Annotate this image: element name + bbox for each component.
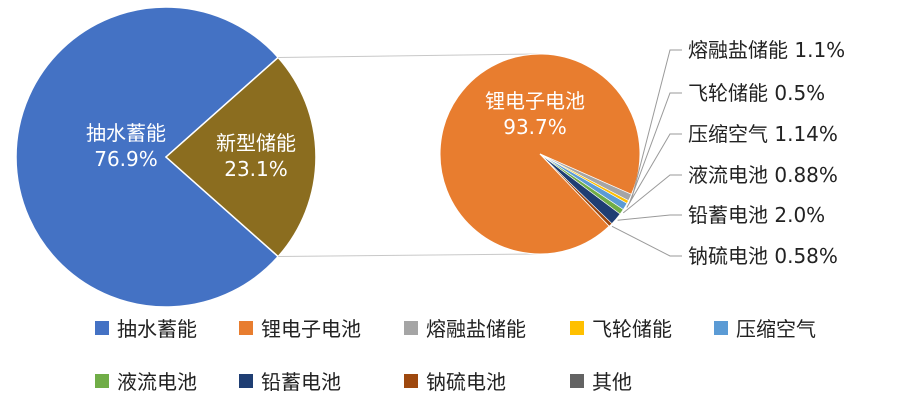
connector-line: [278, 253, 541, 258]
callout-label: 压缩空气 1.14%: [688, 122, 838, 146]
leader-line: [622, 174, 682, 214]
connector-line: [278, 53, 541, 58]
callout-label: 飞轮储能 0.5%: [688, 81, 825, 105]
leader-line: [611, 225, 682, 257]
slice-new-storage: [164, 56, 317, 258]
leader-line: [617, 214, 682, 221]
callout-label: 钠硫电池 0.58%: [688, 244, 838, 268]
callout-label: 熔融盐储能 1.1%: [688, 38, 845, 62]
slice-sodium-sulfur: [539, 153, 613, 227]
callout-label: 液流电池 0.88%: [688, 163, 838, 187]
callout-label: 铅蓄电池 2.0%: [688, 203, 825, 227]
label-new-storage-name: 新型储能: [216, 131, 296, 155]
label-pumped-hydro-name: 抽水蓄能: [86, 121, 166, 145]
leader-line: [626, 133, 682, 208]
label-lithium-value: 93.7%: [503, 115, 567, 139]
slice-pumped-hydro: [15, 6, 280, 308]
leader-line: [629, 92, 682, 204]
leader-line: [631, 49, 682, 199]
label-lithium-name: 锂电子电池: [485, 89, 585, 113]
label-new-storage-value: 23.1%: [224, 157, 288, 181]
label-pumped-hydro-value: 76.9%: [94, 147, 158, 171]
